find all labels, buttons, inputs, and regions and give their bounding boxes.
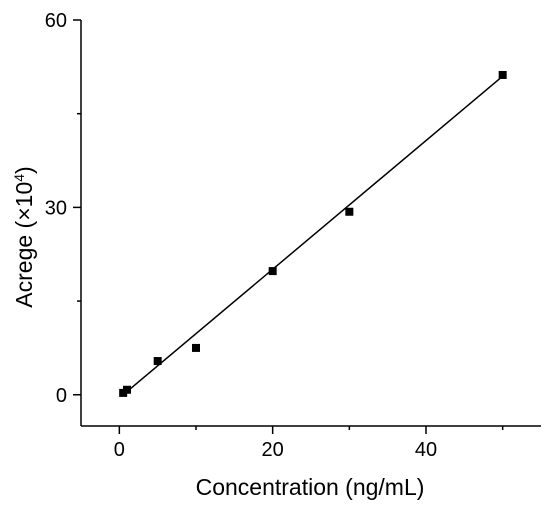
- data-point: [153, 357, 162, 366]
- x-axis-label: Concentration (ng/mL): [196, 474, 425, 500]
- data-points: [119, 70, 507, 397]
- y-axis-label: Acrege (×104): [11, 166, 37, 307]
- data-point: [123, 385, 131, 394]
- y-axis-label-exponent: 4: [11, 174, 27, 182]
- y-axis-label-text: Acrege (×10: [11, 182, 37, 308]
- y-tick-label: 0: [56, 385, 67, 407]
- tick-labels: 0 20 40 0 30 60: [45, 10, 437, 461]
- x-tick-label: 0: [114, 439, 125, 461]
- y-axis-label-close: ): [11, 166, 37, 174]
- x-tick-label: 40: [415, 439, 437, 461]
- fit-line: [122, 75, 504, 396]
- y-tick-label: 30: [45, 197, 67, 219]
- data-point: [268, 267, 277, 276]
- data-point: [192, 343, 200, 352]
- data-point: [345, 207, 354, 216]
- data-point: [498, 70, 507, 79]
- tick-marks: [73, 19, 504, 434]
- axes: [80, 20, 541, 427]
- x-tick-label: 20: [262, 439, 284, 461]
- fit-line-group: [122, 75, 504, 396]
- y-tick-label: 60: [45, 10, 67, 32]
